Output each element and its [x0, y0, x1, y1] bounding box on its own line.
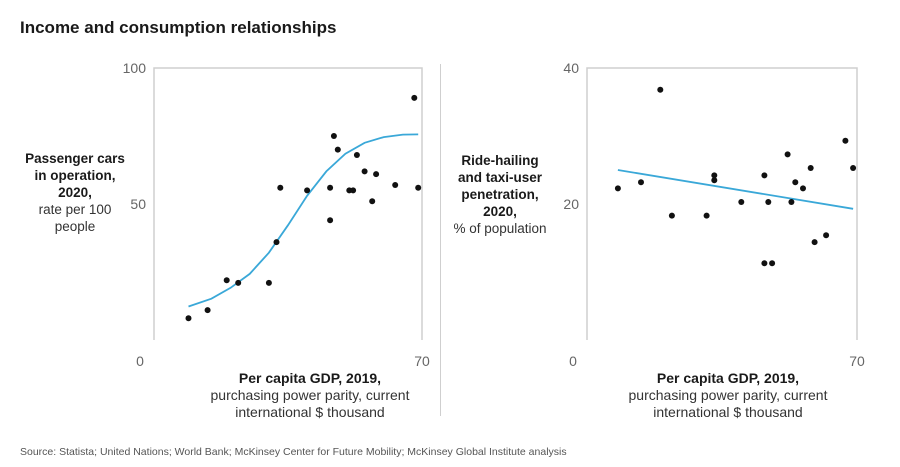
right-y-tick-label: 20: [563, 196, 579, 212]
left-x-tick-label: 70: [414, 353, 430, 369]
left-y-axis-label: Passenger cars in operation, 2020, rate …: [22, 150, 128, 235]
right-y-axis-label-light: % of population: [453, 221, 547, 236]
left-data-point: [392, 182, 399, 188]
left-data-point: [334, 146, 341, 153]
left-data-point: [327, 184, 334, 191]
left-y-axis-label-light: rate per 100 people: [38, 202, 112, 234]
left-data-point: [353, 152, 360, 158]
right-data-point: [792, 179, 799, 186]
right-data-point: [711, 177, 718, 184]
left-y-tick-label: 50: [130, 196, 146, 212]
left-data-point: [204, 307, 211, 314]
right-data-point: [784, 151, 791, 158]
right-data-point: [703, 212, 710, 219]
left-y-tick-label: 100: [123, 60, 147, 76]
left-y-axis-label-bold: Passenger cars in operation, 2020,: [25, 151, 125, 200]
right-data-point: [761, 172, 768, 179]
right-data-point: [800, 185, 806, 192]
right-data-point: [711, 172, 718, 179]
right-data-point: [823, 232, 830, 239]
right-plot-frame: [586, 67, 858, 340]
left-data-point: [277, 184, 284, 191]
left-trend-line: [188, 133, 419, 308]
right-data-point: [657, 86, 664, 93]
right-data-point: [811, 239, 818, 246]
right-y-axis-label-bold: Ride-hailing and taxi-user penetration, …: [457, 153, 543, 219]
left-data-point: [369, 198, 376, 205]
right-data-point: [614, 185, 621, 192]
left-data-point: [304, 187, 311, 194]
right-trend-line: [617, 169, 854, 210]
right-x-axis-label-light: purchasing power parity, current interna…: [628, 387, 828, 420]
right-x-tick-label: 0: [569, 353, 577, 369]
left-data-point: [265, 279, 272, 286]
right-data-point: [769, 260, 776, 267]
left-data-point: [223, 277, 230, 284]
left-data-point: [415, 184, 422, 191]
left-data-point: [373, 171, 380, 178]
left-data-point: [185, 315, 192, 322]
right-data-point: [850, 165, 857, 171]
right-data-point: [738, 199, 745, 205]
left-x-axis-label-bold: Per capita GDP, 2019,: [238, 370, 382, 386]
left-x-tick-label: 0: [136, 353, 144, 369]
left-x-axis-label: Per capita GDP, 2019, purchasing power p…: [180, 370, 440, 421]
source-note: Source: Statista; United Nations; World …: [20, 446, 567, 458]
right-x-axis-label: Per capita GDP, 2019, purchasing power p…: [598, 370, 858, 421]
left-data-point: [330, 133, 337, 139]
left-data-point: [327, 217, 334, 224]
right-x-tick-label: 70: [849, 353, 865, 369]
right-data-point: [842, 137, 849, 144]
right-data-point: [765, 199, 772, 205]
panel-divider: [440, 64, 441, 416]
right-data-point: [788, 199, 795, 205]
right-data-point: [807, 165, 814, 171]
left-data-point: [411, 94, 418, 101]
left-data-point: [350, 187, 357, 194]
right-data-point: [638, 179, 644, 186]
left-data-point: [361, 168, 368, 175]
right-x-axis-label-bold: Per capita GDP, 2019,: [656, 370, 800, 386]
right-data-point: [761, 260, 768, 267]
right-y-axis-label: Ride-hailing and taxi-user penetration, …: [452, 152, 548, 237]
chart-title: Income and consumption relationships: [20, 18, 337, 37]
right-data-point: [668, 212, 675, 219]
left-plot-frame: [153, 67, 423, 340]
left-data-point: [235, 279, 242, 286]
left-x-axis-label-light: purchasing power parity, current interna…: [210, 387, 410, 420]
left-data-point: [273, 239, 280, 246]
right-y-tick-label: 40: [563, 60, 579, 76]
